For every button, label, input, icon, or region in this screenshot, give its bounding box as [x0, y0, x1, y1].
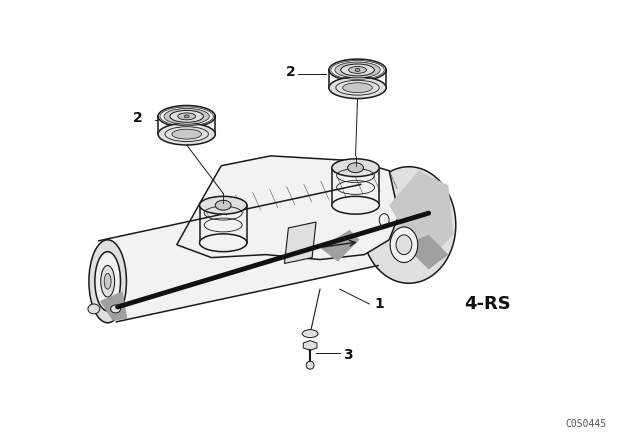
Ellipse shape [302, 330, 318, 338]
Ellipse shape [200, 234, 247, 252]
Polygon shape [284, 222, 316, 263]
Ellipse shape [329, 77, 386, 99]
Polygon shape [99, 185, 378, 322]
Ellipse shape [170, 110, 204, 122]
Ellipse shape [340, 64, 374, 76]
Ellipse shape [390, 227, 418, 263]
Ellipse shape [332, 196, 380, 214]
Ellipse shape [200, 196, 247, 214]
Ellipse shape [329, 59, 386, 81]
Ellipse shape [89, 240, 127, 323]
Polygon shape [177, 156, 399, 259]
Text: 3: 3 [342, 349, 353, 362]
Ellipse shape [355, 69, 360, 71]
Ellipse shape [215, 200, 231, 210]
Text: 2: 2 [285, 65, 295, 79]
Polygon shape [389, 171, 453, 264]
Polygon shape [320, 230, 360, 262]
Ellipse shape [349, 66, 367, 73]
Ellipse shape [306, 361, 314, 369]
Ellipse shape [111, 305, 120, 313]
Ellipse shape [100, 266, 115, 297]
Ellipse shape [342, 83, 372, 93]
Ellipse shape [362, 167, 456, 283]
Ellipse shape [88, 304, 100, 314]
Ellipse shape [104, 273, 111, 289]
Ellipse shape [178, 113, 196, 120]
Ellipse shape [172, 129, 202, 139]
Ellipse shape [158, 123, 215, 145]
Ellipse shape [164, 108, 209, 124]
Polygon shape [100, 291, 127, 321]
Text: 2: 2 [132, 111, 142, 125]
Text: C0S0445: C0S0445 [565, 419, 607, 430]
Ellipse shape [184, 115, 189, 118]
Ellipse shape [396, 235, 412, 254]
Ellipse shape [348, 163, 364, 172]
Ellipse shape [158, 105, 215, 127]
Text: 1: 1 [374, 297, 384, 311]
Polygon shape [404, 235, 449, 269]
Ellipse shape [335, 62, 380, 78]
Ellipse shape [380, 214, 389, 227]
Ellipse shape [95, 252, 120, 311]
Text: 4-RS: 4-RS [465, 295, 511, 313]
Ellipse shape [332, 159, 380, 177]
Polygon shape [303, 340, 317, 350]
